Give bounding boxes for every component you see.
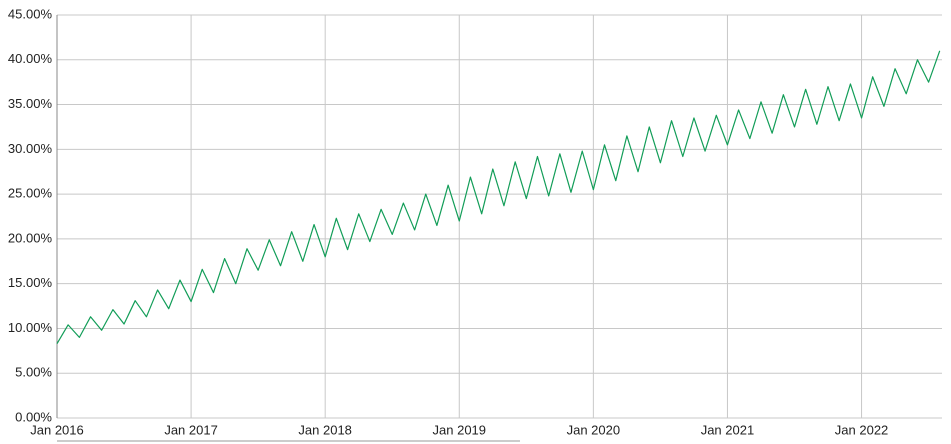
x-tick-label: Jan 2018 [298, 422, 352, 437]
y-tick-label: 45.00% [8, 6, 53, 21]
y-tick-label: 10.00% [8, 320, 53, 335]
y-tick-label: 5.00% [15, 365, 52, 380]
y-tick-label: 15.00% [8, 275, 53, 290]
y-tick-label: 35.00% [8, 96, 53, 111]
y-tick-label: 25.00% [8, 186, 53, 201]
y-tick-label: 0.00% [15, 409, 52, 424]
x-tick-label: Jan 2020 [567, 422, 621, 437]
x-tick-label: Jan 2022 [835, 422, 889, 437]
y-tick-label: 30.00% [8, 141, 53, 156]
data-line [56, 50, 941, 344]
x-tick-label: Jan 2021 [701, 422, 755, 437]
x-tick-label: Jan 2016 [30, 422, 84, 437]
y-tick-label: 40.00% [8, 51, 53, 66]
x-tick-label: Jan 2019 [433, 422, 487, 437]
x-tick-label: Jan 2017 [164, 422, 218, 437]
y-tick-label: 20.00% [8, 230, 53, 245]
